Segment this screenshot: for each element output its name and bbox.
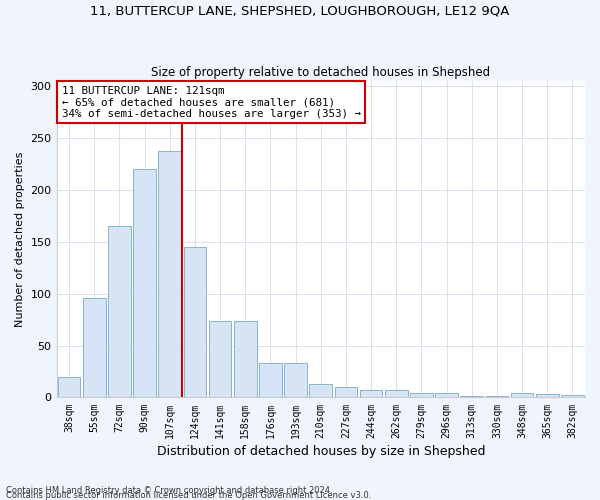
Bar xyxy=(234,320,257,398)
Bar xyxy=(511,394,533,398)
Bar xyxy=(284,363,307,398)
Bar xyxy=(310,384,332,398)
Text: Contains HM Land Registry data © Crown copyright and database right 2024.: Contains HM Land Registry data © Crown c… xyxy=(6,486,332,495)
Bar xyxy=(536,394,559,398)
Title: Size of property relative to detached houses in Shepshed: Size of property relative to detached ho… xyxy=(151,66,490,78)
Text: Contains public sector information licensed under the Open Government Licence v3: Contains public sector information licen… xyxy=(6,490,371,500)
Bar xyxy=(209,320,232,398)
Bar xyxy=(158,150,181,398)
Text: 11, BUTTERCUP LANE, SHEPSHED, LOUGHBOROUGH, LE12 9QA: 11, BUTTERCUP LANE, SHEPSHED, LOUGHBOROU… xyxy=(91,5,509,18)
Bar xyxy=(460,396,483,398)
Bar xyxy=(83,298,106,398)
Bar xyxy=(335,387,357,398)
X-axis label: Distribution of detached houses by size in Shepshed: Distribution of detached houses by size … xyxy=(157,444,485,458)
Bar xyxy=(485,396,508,398)
Bar xyxy=(360,390,382,398)
Text: 11 BUTTERCUP LANE: 121sqm
← 65% of detached houses are smaller (681)
34% of semi: 11 BUTTERCUP LANE: 121sqm ← 65% of detac… xyxy=(62,86,361,119)
Bar xyxy=(561,396,584,398)
Bar xyxy=(385,390,407,398)
Bar xyxy=(184,247,206,398)
Bar xyxy=(435,394,458,398)
Bar xyxy=(108,226,131,398)
Bar xyxy=(133,169,156,398)
Bar xyxy=(259,363,282,398)
Y-axis label: Number of detached properties: Number of detached properties xyxy=(15,152,25,327)
Bar xyxy=(410,394,433,398)
Bar xyxy=(58,376,80,398)
